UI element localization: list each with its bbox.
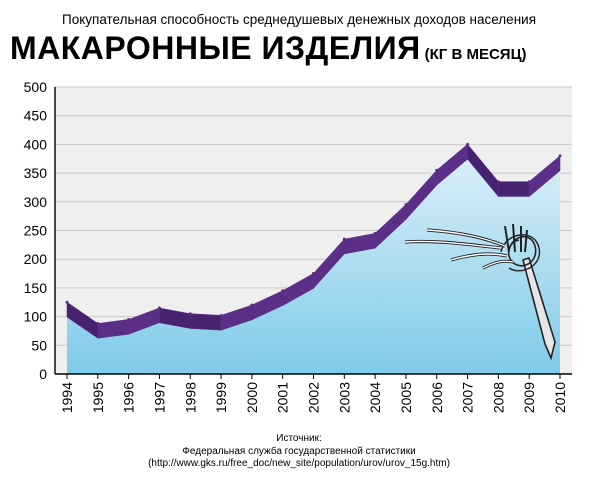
x-tick-label: 2004 bbox=[367, 382, 383, 413]
x-tick-label: 1996 bbox=[121, 382, 137, 413]
x-tick-label: 1997 bbox=[151, 382, 167, 413]
ribbon-segment bbox=[189, 313, 222, 331]
chart-unit: (КГ В МЕСЯЦ) bbox=[424, 46, 527, 63]
source-note: Источник: Федеральная служба государстве… bbox=[0, 433, 598, 471]
x-tick-label: 1998 bbox=[182, 382, 198, 413]
data-point bbox=[558, 154, 562, 158]
x-tick-label: 1995 bbox=[90, 382, 106, 413]
x-tick-label: 2008 bbox=[490, 382, 506, 413]
ribbon-segment bbox=[528, 155, 561, 198]
data-point bbox=[466, 142, 470, 146]
data-point bbox=[312, 272, 315, 276]
data-point bbox=[527, 180, 531, 184]
y-tick-label: 500 bbox=[24, 79, 48, 95]
data-point bbox=[65, 300, 69, 304]
fork-with-pasta-icon bbox=[404, 223, 556, 361]
data-point bbox=[281, 289, 285, 293]
chart-title: МАКАРОННЫЕ ИЗДЕЛИЯ bbox=[10, 30, 421, 66]
data-points bbox=[65, 142, 562, 325]
data-point bbox=[127, 317, 131, 321]
x-tick-label: 1999 bbox=[213, 382, 229, 413]
x-tick-label: 2007 bbox=[460, 382, 476, 413]
ribbon-segment bbox=[498, 181, 530, 197]
chart-title-row: МАКАРОННЫЕ ИЗДЕЛИЯ (КГ В МЕСЯЦ) bbox=[10, 30, 590, 67]
data-point bbox=[435, 168, 439, 172]
data-point bbox=[219, 313, 223, 317]
data-point bbox=[404, 203, 408, 207]
y-tick-label: 350 bbox=[24, 165, 48, 181]
x-tick-label: 2001 bbox=[275, 382, 291, 413]
data-point bbox=[250, 303, 254, 307]
data-point bbox=[373, 231, 377, 235]
ribbon-series bbox=[66, 143, 561, 339]
y-tick-label: 400 bbox=[24, 136, 48, 152]
x-tick-label: 2009 bbox=[521, 382, 537, 413]
chart-subtitle: Покупательная способность среднедушевых … bbox=[61, 12, 537, 27]
x-tick-label: 2003 bbox=[336, 382, 352, 413]
y-tick-label: 250 bbox=[24, 223, 48, 239]
y-tick-label: 0 bbox=[39, 366, 47, 382]
y-tick-label: 450 bbox=[24, 108, 48, 124]
y-tick-label: 300 bbox=[24, 194, 48, 210]
y-tick-label: 200 bbox=[24, 251, 48, 267]
area-series bbox=[67, 159, 560, 374]
data-point bbox=[96, 321, 100, 325]
y-axis-ticks: 0 50 100 150 200 250 300 350 400 450 500 bbox=[24, 79, 48, 382]
data-point bbox=[157, 306, 161, 310]
source-label: Источник: bbox=[276, 433, 322, 444]
x-tick-label: 2006 bbox=[429, 382, 445, 413]
x-tick-label: 2005 bbox=[398, 382, 414, 413]
x-tick-label: 2000 bbox=[244, 382, 260, 413]
y-tick-label: 100 bbox=[24, 309, 48, 325]
data-point bbox=[496, 180, 500, 184]
x-tick-label: 2010 bbox=[552, 382, 568, 413]
source-url: (http://www.gks.ru/free_doc/new_site/pop… bbox=[148, 458, 450, 469]
data-point bbox=[188, 312, 192, 316]
y-tick-label: 150 bbox=[24, 280, 48, 296]
x-tick-label: 1994 bbox=[59, 382, 75, 413]
data-point bbox=[342, 237, 346, 241]
x-axis-ticks: 1994 1995 1996 1997 1998 1999 2000 2001 2002 2003… bbox=[59, 374, 568, 413]
x-tick-label: 2002 bbox=[306, 382, 322, 413]
y-tick-label: 50 bbox=[31, 337, 47, 353]
source-organization: Федеральная служба государственной стати… bbox=[182, 445, 416, 457]
